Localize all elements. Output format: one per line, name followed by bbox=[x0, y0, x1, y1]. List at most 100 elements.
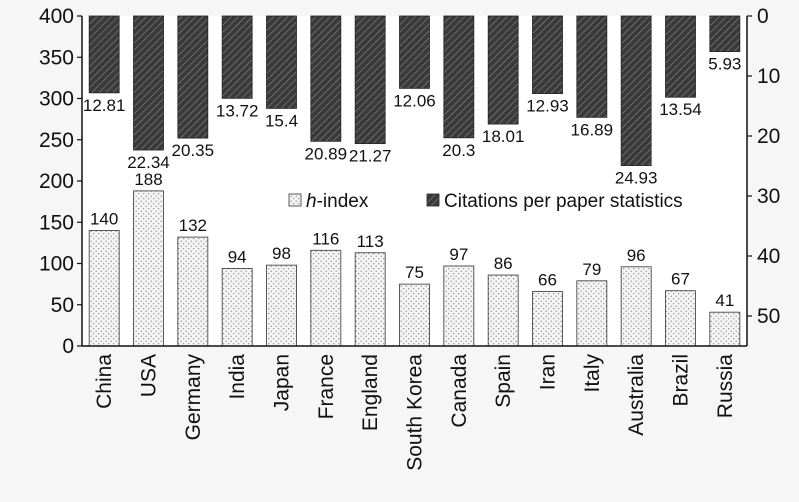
h-index-bar-australia bbox=[620, 266, 652, 347]
legend-label-h-index-italic: h bbox=[306, 191, 317, 212]
citations-bars bbox=[88, 15, 741, 166]
h-index-bar-china bbox=[88, 230, 120, 347]
citations-label-iran: 12.93 bbox=[526, 97, 569, 116]
x-tick-label-australia: Australia bbox=[625, 354, 648, 436]
h-index-bar-iran bbox=[532, 291, 563, 347]
citations-label-australia: 24.93 bbox=[615, 169, 658, 188]
citations-bar-england bbox=[354, 15, 386, 145]
h-index-label-iran: 66 bbox=[538, 271, 557, 290]
h-index-bars bbox=[88, 190, 741, 347]
right-axis-ticks: 0 10 20 30 40 50 bbox=[747, 5, 780, 328]
h-index-label-usa: 188 bbox=[134, 170, 162, 189]
x-tick-label-france: France bbox=[315, 354, 338, 419]
x-axis-tick-labels: China USA Germany India Japan France England So… bbox=[93, 354, 737, 471]
h-index-bar-canada bbox=[443, 265, 475, 347]
x-tick-label-japan: Japan bbox=[271, 354, 294, 411]
citations-bar-china bbox=[88, 15, 120, 94]
left-tick-label-350: 350 bbox=[39, 46, 74, 69]
x-tick-label-india: India bbox=[226, 354, 249, 400]
h-index-label-russia: 41 bbox=[715, 291, 734, 310]
x-tick-label-usa: USA bbox=[138, 354, 161, 397]
h-index-bar-france bbox=[310, 249, 342, 347]
legend-label-h-index-rest: -index bbox=[317, 191, 369, 212]
h-index-label-brazil: 67 bbox=[671, 270, 690, 289]
legend-label-h-index: h-index bbox=[306, 191, 369, 212]
h-index-bar-england bbox=[354, 252, 386, 347]
legend-swatch-h-index bbox=[288, 193, 302, 207]
left-tick-label-300: 300 bbox=[39, 88, 74, 111]
x-tick-label-south-korea: South Korea bbox=[404, 354, 427, 471]
h-index-bar-italy bbox=[576, 280, 608, 347]
right-tick-label-50: 50 bbox=[757, 305, 780, 328]
right-tick-label-0: 0 bbox=[757, 5, 769, 28]
x-tick-label-germany: Germany bbox=[182, 354, 205, 441]
h-index-label-england: 113 bbox=[357, 232, 384, 251]
h-index-bar-russia bbox=[709, 311, 741, 347]
citations-label-china: 12.81 bbox=[83, 96, 126, 115]
x-tick-label-iran: Iran bbox=[537, 354, 560, 390]
citations-bar-russia bbox=[709, 15, 741, 52]
h-index-bar-south-korea bbox=[399, 283, 430, 347]
x-tick-label-brazil: Brazil bbox=[670, 354, 693, 407]
h-index-label-france: 116 bbox=[312, 229, 339, 248]
h-index-bar-spain bbox=[487, 274, 519, 347]
citations-label-russia: 5.93 bbox=[708, 55, 741, 74]
h-index-label-china: 140 bbox=[90, 210, 118, 229]
legend-swatch-citations bbox=[426, 193, 440, 207]
h-index-bar-brazil bbox=[665, 290, 696, 347]
h-index-label-australia: 96 bbox=[627, 246, 646, 265]
h-index-bar-usa bbox=[133, 190, 164, 347]
citations-label-brazil: 13.54 bbox=[659, 100, 702, 119]
h-index-label-india: 94 bbox=[228, 247, 247, 266]
citations-label-canada: 20.3 bbox=[442, 141, 475, 160]
h-index-bar-japan bbox=[266, 264, 297, 347]
right-tick-label-20: 20 bbox=[757, 125, 780, 148]
left-axis-ticks: 0 50 100 150 200 250 300 350 400 bbox=[39, 5, 82, 358]
citations-bar-france bbox=[310, 15, 342, 142]
citations-bar-spain bbox=[487, 15, 519, 125]
h-index-label-spain: 86 bbox=[494, 254, 513, 273]
left-tick-label-0: 0 bbox=[62, 335, 74, 358]
x-tick-label-canada: Canada bbox=[448, 354, 471, 428]
x-tick-label-england: England bbox=[359, 354, 382, 431]
left-tick-label-250: 250 bbox=[39, 129, 74, 152]
legend-label-citations: Citations per paper statistics bbox=[444, 191, 683, 212]
h-index-data-labels: 140 188 132 94 98 116 113 75 97 86 66 79 96 67 41 bbox=[90, 170, 734, 310]
h-index-label-south-korea: 75 bbox=[405, 263, 424, 282]
citations-bar-australia bbox=[620, 15, 652, 166]
x-tick-label-russia: Russia bbox=[714, 354, 737, 419]
x-tick-label-italy: Italy bbox=[581, 354, 604, 393]
h-index-label-italy: 79 bbox=[582, 260, 601, 279]
citations-label-usa: 22.34 bbox=[127, 153, 170, 172]
h-index-label-japan: 98 bbox=[272, 244, 291, 263]
right-tick-label-10: 10 bbox=[757, 65, 780, 88]
citations-bar-india bbox=[221, 15, 253, 99]
x-tick-label-china: China bbox=[93, 354, 116, 409]
h-index-bar-india bbox=[221, 268, 253, 347]
citations-bar-brazil bbox=[665, 15, 696, 98]
h-index-label-canada: 97 bbox=[449, 245, 468, 264]
citations-bar-iran bbox=[532, 15, 563, 94]
h-index-label-germany: 132 bbox=[179, 216, 207, 235]
citations-label-italy: 16.89 bbox=[571, 120, 614, 139]
citations-bar-usa bbox=[133, 15, 164, 151]
citations-bar-south-korea bbox=[399, 15, 430, 89]
citations-bar-japan bbox=[266, 15, 297, 109]
right-tick-label-40: 40 bbox=[757, 245, 780, 268]
left-tick-label-150: 150 bbox=[39, 211, 74, 234]
citations-label-france: 20.89 bbox=[305, 144, 348, 163]
left-tick-label-50: 50 bbox=[51, 294, 74, 317]
left-tick-label-400: 400 bbox=[39, 5, 74, 28]
x-tick-label-spain: Spain bbox=[492, 354, 515, 408]
citations-bar-italy bbox=[576, 15, 608, 118]
citations-bar-germany bbox=[177, 15, 209, 139]
h-index-bar-germany bbox=[177, 236, 209, 347]
left-tick-label-100: 100 bbox=[39, 253, 74, 276]
citations-label-germany: 20.35 bbox=[172, 141, 215, 160]
citations-label-south-korea: 12.06 bbox=[393, 91, 436, 110]
citations-label-england: 21.27 bbox=[349, 147, 392, 166]
citations-label-spain: 18.01 bbox=[482, 127, 525, 146]
citations-label-japan: 15.4 bbox=[265, 111, 298, 130]
